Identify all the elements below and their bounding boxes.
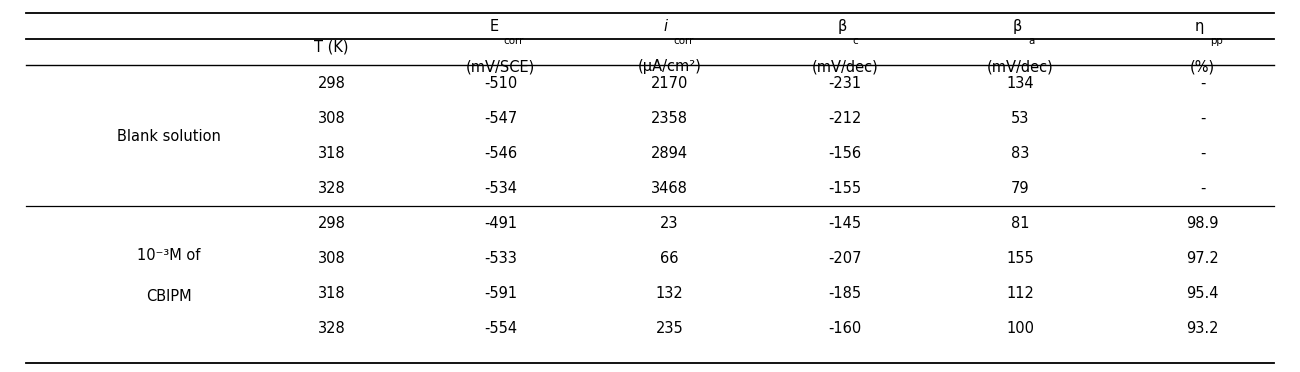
Text: 318: 318 — [317, 146, 346, 161]
Text: -207: -207 — [828, 251, 862, 266]
Text: η: η — [1195, 19, 1204, 33]
Text: 2894: 2894 — [651, 146, 688, 161]
Text: corr: corr — [503, 36, 524, 46]
Text: β: β — [1013, 19, 1022, 33]
Text: 3468: 3468 — [651, 181, 688, 196]
Text: 97.2: 97.2 — [1186, 251, 1219, 266]
Text: -546: -546 — [484, 146, 517, 161]
Text: 155: 155 — [1006, 251, 1035, 266]
Text: 318: 318 — [317, 286, 346, 301]
Text: -145: -145 — [828, 216, 862, 231]
Text: 308: 308 — [317, 111, 346, 126]
Text: 66: 66 — [660, 251, 679, 266]
Text: CBIPM: CBIPM — [146, 289, 192, 304]
Text: 328: 328 — [317, 181, 346, 196]
Text: 93.2: 93.2 — [1186, 321, 1219, 336]
Text: -: - — [1200, 181, 1205, 196]
Text: -212: -212 — [828, 111, 862, 126]
Text: 298: 298 — [317, 76, 346, 91]
Text: -591: -591 — [484, 286, 517, 301]
Text: -547: -547 — [484, 111, 517, 126]
Text: -: - — [1200, 146, 1205, 161]
Text: 83: 83 — [1011, 146, 1030, 161]
Text: (mV/SCE): (mV/SCE) — [465, 60, 536, 74]
Text: 132: 132 — [655, 286, 684, 301]
Text: -533: -533 — [484, 251, 517, 266]
Text: i: i — [663, 19, 667, 33]
Text: Blank solution: Blank solution — [117, 129, 221, 144]
Text: 79: 79 — [1011, 181, 1030, 196]
Text: -534: -534 — [484, 181, 517, 196]
Text: -160: -160 — [828, 321, 862, 336]
Text: 235: 235 — [655, 321, 684, 336]
Text: (mV/dec): (mV/dec) — [811, 60, 879, 74]
Text: 23: 23 — [660, 216, 679, 231]
Text: 112: 112 — [1006, 286, 1035, 301]
Text: a: a — [1028, 36, 1035, 46]
Text: corr: corr — [673, 36, 694, 46]
Text: 100: 100 — [1006, 321, 1035, 336]
Text: T (K): T (K) — [315, 39, 348, 54]
Text: -155: -155 — [828, 181, 862, 196]
Text: β: β — [837, 19, 846, 33]
Text: 2170: 2170 — [651, 76, 688, 91]
Text: E: E — [490, 19, 499, 33]
Text: 10⁻³M of: 10⁻³M of — [138, 248, 200, 263]
Text: 328: 328 — [317, 321, 346, 336]
Text: 298: 298 — [317, 216, 346, 231]
Text: (μA/cm²): (μA/cm²) — [637, 60, 702, 74]
Text: -554: -554 — [484, 321, 517, 336]
Text: -185: -185 — [828, 286, 862, 301]
Text: -231: -231 — [828, 76, 862, 91]
Text: 81: 81 — [1011, 216, 1030, 231]
Text: 2358: 2358 — [651, 111, 688, 126]
Text: (mV/dec): (mV/dec) — [987, 60, 1054, 74]
Text: -156: -156 — [828, 146, 862, 161]
Text: -: - — [1200, 111, 1205, 126]
Text: -510: -510 — [484, 76, 517, 91]
Text: 95.4: 95.4 — [1186, 286, 1219, 301]
Text: 53: 53 — [1011, 111, 1030, 126]
Text: 98.9: 98.9 — [1186, 216, 1219, 231]
Text: pp: pp — [1210, 36, 1223, 46]
Text: -: - — [1200, 76, 1205, 91]
Text: (%): (%) — [1190, 60, 1216, 74]
Text: 308: 308 — [317, 251, 346, 266]
Text: c: c — [853, 36, 858, 46]
Text: 134: 134 — [1006, 76, 1035, 91]
Text: -491: -491 — [484, 216, 517, 231]
